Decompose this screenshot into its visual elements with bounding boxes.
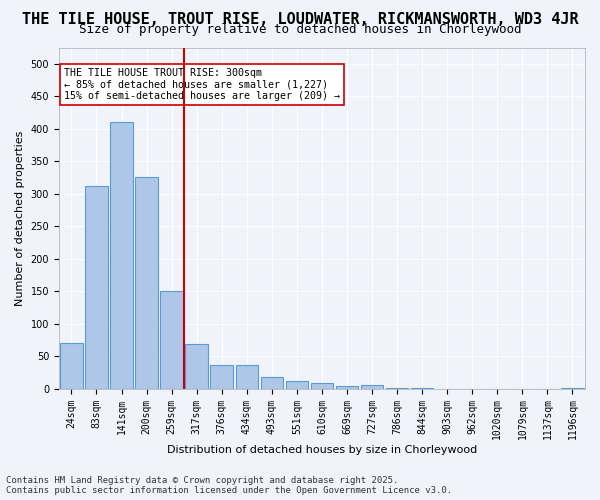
Bar [336,386,358,388]
Bar [311,384,333,388]
Bar [361,386,383,388]
Bar [236,364,258,388]
Bar [160,291,183,388]
Bar [260,377,283,388]
Bar [286,381,308,388]
Bar [60,343,83,388]
Text: THE TILE HOUSE, TROUT RISE, LOUDWATER, RICKMANSWORTH, WD3 4JR: THE TILE HOUSE, TROUT RISE, LOUDWATER, R… [22,12,578,28]
Bar [110,122,133,388]
Text: Size of property relative to detached houses in Chorleywood: Size of property relative to detached ho… [79,22,521,36]
Text: Contains HM Land Registry data © Crown copyright and database right 2025.
Contai: Contains HM Land Registry data © Crown c… [6,476,452,495]
Bar [211,364,233,388]
X-axis label: Distribution of detached houses by size in Chorleywood: Distribution of detached houses by size … [167,445,477,455]
Bar [136,178,158,388]
Bar [185,344,208,389]
Y-axis label: Number of detached properties: Number of detached properties [15,130,25,306]
Bar [85,186,108,388]
Text: THE TILE HOUSE TROUT RISE: 300sqm
← 85% of detached houses are smaller (1,227)
1: THE TILE HOUSE TROUT RISE: 300sqm ← 85% … [64,68,340,101]
